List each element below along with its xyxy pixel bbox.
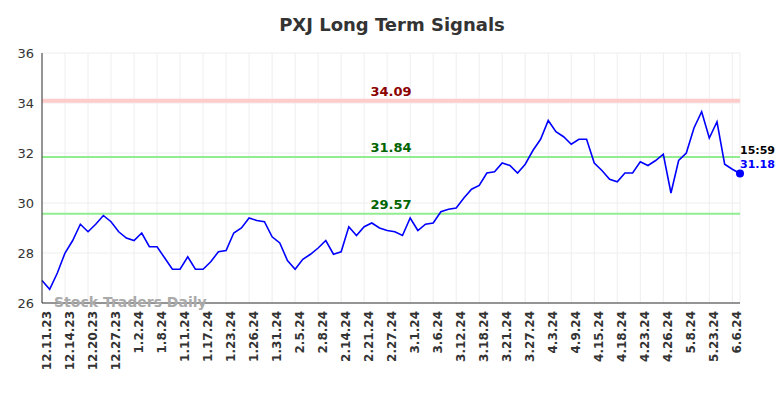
svg-text:26: 26 [17, 296, 34, 311]
svg-text:29.57: 29.57 [370, 197, 411, 212]
svg-text:4.9.24: 4.9.24 [569, 311, 583, 354]
svg-text:2.8.24: 2.8.24 [316, 311, 330, 354]
svg-text:1.23.24: 1.23.24 [224, 311, 238, 362]
svg-text:4.3.24: 4.3.24 [546, 311, 560, 354]
html-text:Stock Traders Daily: Stock Traders Daily [54, 294, 207, 310]
svg-text:4.26.24: 4.26.24 [661, 311, 675, 362]
svg-text:1.31.24: 1.31.24 [270, 311, 284, 362]
svg-text:1.11.24: 1.11.24 [178, 311, 192, 362]
svg-text:3.6.24: 3.6.24 [431, 311, 445, 354]
svg-text:12.11.23: 12.11.23 [40, 311, 54, 370]
svg-text:36: 36 [17, 46, 34, 61]
svg-text:34.09: 34.09 [370, 84, 411, 99]
svg-text:2.27.24: 2.27.24 [385, 311, 399, 362]
svg-text:2.5.24: 2.5.24 [293, 311, 307, 354]
svg-text:12.20.23: 12.20.23 [86, 311, 100, 370]
svg-text:4.18.24: 4.18.24 [615, 311, 629, 362]
svg-text:2.14.24: 2.14.24 [339, 311, 353, 362]
svg-text:4.15.24: 4.15.24 [592, 311, 606, 362]
svg-text:28: 28 [17, 246, 34, 261]
html-text:PXJ Long Term Signals: PXJ Long Term Signals [279, 14, 505, 35]
svg-text:1.26.24: 1.26.24 [247, 311, 261, 362]
svg-text:32: 32 [17, 146, 34, 161]
svg-text:30: 30 [17, 196, 34, 211]
svg-text:1.8.24: 1.8.24 [155, 311, 169, 354]
svg-text:6.6.24: 6.6.24 [730, 311, 744, 354]
svg-text:3.12.24: 3.12.24 [454, 311, 468, 362]
svg-text:5.8.24: 5.8.24 [684, 311, 698, 354]
svg-text:31.18: 31.18 [740, 158, 775, 171]
svg-text:4.23.24: 4.23.24 [638, 311, 652, 362]
svg-text:3.21.24: 3.21.24 [500, 311, 514, 362]
svg-text:3.27.24: 3.27.24 [523, 311, 537, 362]
svg-text:1.2.24: 1.2.24 [132, 311, 146, 354]
svg-text:31.84: 31.84 [370, 140, 411, 155]
svg-text:3.1.24: 3.1.24 [408, 311, 422, 354]
svg-text:5.23.24: 5.23.24 [707, 311, 721, 362]
svg-text:3.18.24: 3.18.24 [477, 311, 491, 362]
svg-text:12.14.23: 12.14.23 [63, 311, 77, 370]
svg-text:2.21.24: 2.21.24 [362, 311, 376, 362]
svg-text:15:59: 15:59 [740, 144, 775, 157]
svg-text:1.17.24: 1.17.24 [201, 311, 215, 362]
svg-text:34: 34 [17, 96, 34, 111]
svg-text:12.27.23: 12.27.23 [109, 311, 123, 370]
